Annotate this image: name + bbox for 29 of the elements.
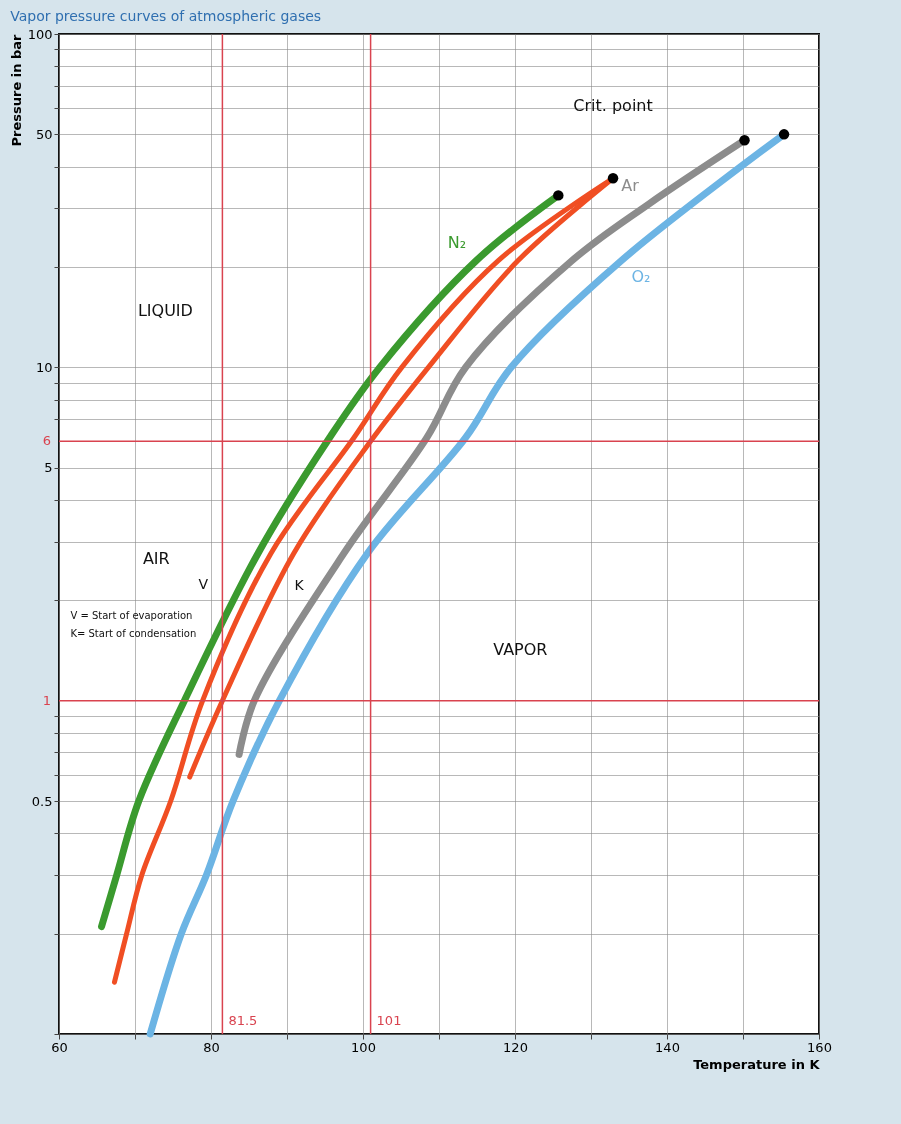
annotation: K= Start of condensation (70, 628, 197, 639)
annotation: K (294, 577, 305, 593)
ref-line-label: 6 (42, 433, 51, 449)
ref-line-label: 1 (42, 692, 51, 708)
y-tick-label: 10 (35, 359, 53, 375)
annotation: V = Start of evaporation (70, 610, 193, 621)
annotation: V (198, 576, 209, 592)
y-tick-label: 50 (35, 126, 53, 142)
series-label: O₂ (631, 266, 651, 286)
ref-line-label: 81.5 (228, 1013, 258, 1028)
annotation: LIQUID (137, 301, 193, 320)
y-tick-label: 5 (44, 460, 53, 476)
y-axis-title: Pressure in bar (8, 33, 24, 147)
x-tick-label: 100 (351, 1039, 376, 1055)
chart-title: Vapor pressure curves of atmospheric gases (10, 8, 322, 24)
x-tick-label: 60 (51, 1039, 68, 1055)
x-tick-label: 140 (655, 1039, 680, 1055)
annotation: VAPOR (493, 640, 548, 659)
series-label: Ar (621, 176, 640, 196)
ref-line-label: 101 (376, 1013, 402, 1028)
x-tick-label: 160 (807, 1039, 832, 1055)
y-tick-label: 0.5 (31, 793, 53, 809)
x-tick-label: 120 (503, 1039, 528, 1055)
x-axis-title: Temperature in K (693, 1056, 821, 1072)
series-label: N₂ (447, 232, 467, 252)
annotation: Crit. point (573, 96, 653, 115)
y-tick-label: 100 (27, 26, 53, 42)
annotation: AIR (142, 549, 170, 568)
x-tick-label: 80 (203, 1039, 220, 1055)
